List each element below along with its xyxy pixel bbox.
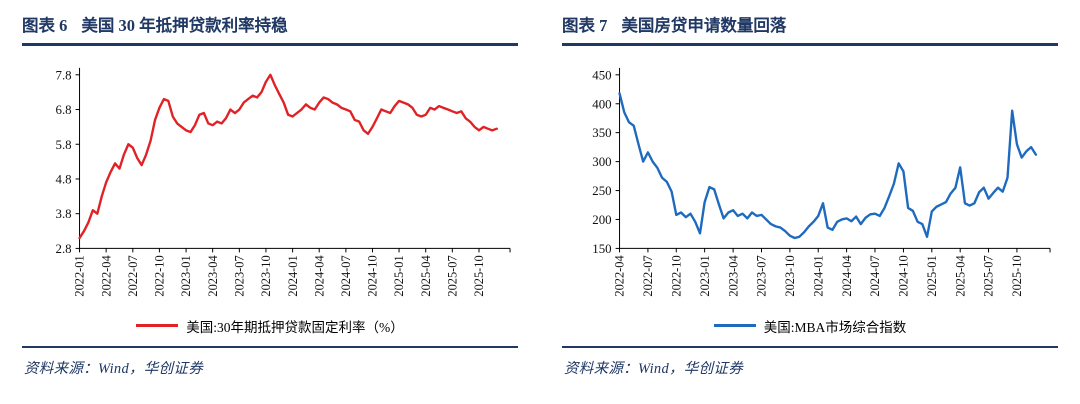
x-axis: 2022-04 2022-07 2022-10 2023-01 2023-04 2023-… [613,247,1051,297]
x-tick-label: 2024-01 [286,255,300,296]
x-tick-label: 2024-04 [312,255,326,296]
x-tick-label: 2023-04 [206,255,220,296]
y-tick-label: 250 [592,184,611,198]
x-tick-label: 2022-04 [99,255,113,296]
x-tick-label: 2025-04 [419,255,433,296]
x-tick-label: 2023-07 [233,255,247,296]
figure-label: 图表 6 [22,16,68,35]
y-tick-label: 400 [592,97,611,111]
x-tick-label: 2022-01 [73,255,87,296]
x-tick-label: 2024-01 [811,255,825,296]
legend-line-sample [713,324,756,328]
x-tick-label: 2023-01 [698,255,712,296]
source-divider [22,345,518,348]
x-tick-label: 2023-01 [179,255,193,296]
series-line [618,92,1038,240]
x-tick-label: 2025-10 [472,255,486,296]
figures-panel: 图表 6 美国 30 年抵押贷款利率持稳 2.8 3.8 4.8 5.8 6.8 7.8 2… [22,10,1058,378]
source-divider [562,345,1058,348]
figure-label: 图表 7 [562,16,608,35]
x-tick-label: 2024-10 [897,255,911,296]
y-axis: 2.8 3.8 4.8 5.8 6.8 7.8 [56,67,81,256]
source-note: 资料来源：Wind，华创证券 [564,360,744,377]
y-tick-label: 2.8 [56,242,72,256]
x-tick-label: 2024-07 [339,255,353,296]
legend-label: 美国:MBA市场综合指数 [763,319,907,335]
x-tick-label: 2023-07 [755,255,769,296]
figure-6-panel: 图表 6 美国 30 年抵押贷款利率持稳 2.8 3.8 4.8 5.8 6.8 7.8 2… [22,10,518,378]
x-tick-label: 2022-07 [126,255,140,296]
legend: 美国:MBA市场综合指数 [562,316,1058,336]
y-tick-label: 7.8 [56,68,72,82]
x-tick-label: 2022-07 [641,255,655,296]
x-tick-label: 2023-04 [726,255,740,296]
legend-label: 美国:30年期抵押贷款固定利率（%） [186,319,404,335]
y-tick-label: 5.8 [56,138,72,152]
x-tick-label: 2024-07 [868,255,882,296]
legend-line-sample [136,324,179,328]
legend: 美国:30年期抵押贷款固定利率（%） [22,316,518,336]
x-tick-label: 2025-01 [392,255,406,296]
mba-index-chart: 150 200 250 300 350 400 450 2022-04 2022-07 2022-… [562,52,1058,318]
y-tick-label: 350 [592,126,611,140]
figure-7-panel: 图表 7 美国房贷申请数量回落 150 200 250 300 350 400 450 202… [562,10,1058,378]
x-tick-label: 2025-10 [1010,255,1024,296]
y-tick-label: 450 [592,68,611,82]
x-tick-label: 2025-01 [925,255,939,296]
figure-7-header: 图表 7 美国房贷申请数量回落 [562,10,1058,43]
title-underline [22,43,518,46]
x-tick-label: 2022-10 [153,255,167,296]
x-tick-label: 2022-04 [613,255,627,296]
series-line [78,73,498,240]
x-tick-label: 2023-10 [259,255,273,296]
x-tick-label: 2025-07 [982,255,996,296]
y-tick-label: 200 [592,213,611,227]
x-tick-label: 2025-07 [445,255,459,296]
x-tick-label: 2022-10 [669,255,683,296]
y-tick-label: 3.8 [56,207,72,221]
y-tick-label: 6.8 [56,103,72,117]
x-tick-label: 2024-04 [840,255,854,296]
x-axis: 2022-01 2022-04 2022-07 2022-10 2023-01 2023-… [73,247,511,297]
mortgage-rate-chart: 2.8 3.8 4.8 5.8 6.8 7.8 2022-01 2022-04 2022-07 2… [22,52,518,318]
figure-title: 美国 30 年抵押贷款利率持稳 [81,16,288,35]
figure-6-header: 图表 6 美国 30 年抵押贷款利率持稳 [22,10,518,43]
source-note: 资料来源：Wind，华创证券 [24,360,204,377]
x-tick-label: 2024-10 [366,255,380,296]
figure-title: 美国房贷申请数量回落 [621,16,787,35]
y-axis: 150 200 250 300 350 400 450 [592,67,621,256]
y-tick-label: 4.8 [56,172,72,186]
x-tick-label: 2023-10 [783,255,797,296]
y-tick-label: 300 [592,155,611,169]
y-tick-label: 150 [592,242,611,256]
x-tick-label: 2025-04 [953,255,967,296]
title-underline [562,43,1058,46]
